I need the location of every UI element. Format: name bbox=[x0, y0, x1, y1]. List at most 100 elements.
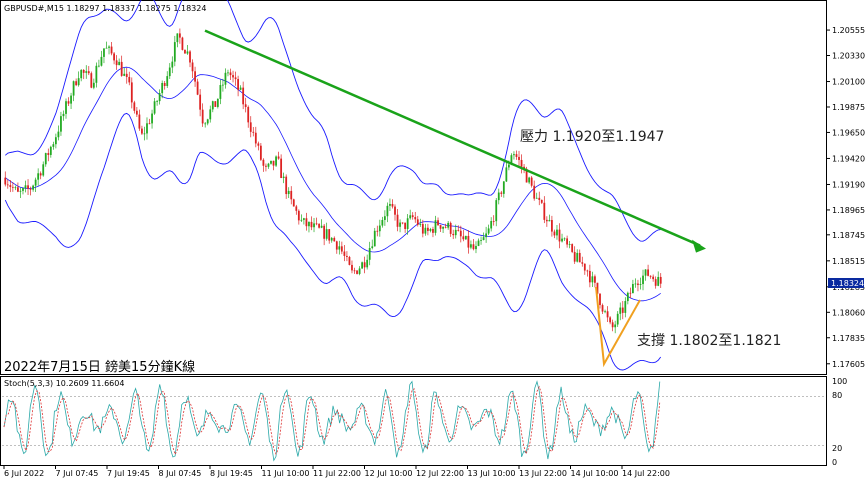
support-v-line bbox=[595, 286, 641, 368]
candle-body bbox=[123, 73, 126, 76]
candle-body bbox=[249, 122, 252, 132]
x-tick-label: 13 Jul 22:00 bbox=[519, 469, 567, 478]
candle-body bbox=[406, 218, 409, 229]
candle-body bbox=[639, 284, 642, 285]
candle-body bbox=[272, 160, 275, 166]
candle-body bbox=[558, 229, 561, 242]
candle-body bbox=[227, 72, 229, 74]
candle-body bbox=[606, 311, 609, 318]
x-tick-label: 12 Jul 10:00 bbox=[365, 469, 413, 478]
candle-body bbox=[376, 230, 379, 232]
candle-body bbox=[320, 225, 323, 228]
x-tick-label: 7 Jul 19:45 bbox=[107, 469, 150, 478]
candle-body bbox=[566, 238, 568, 245]
candle-body bbox=[439, 225, 442, 229]
y-tick-label: 1.19420 bbox=[832, 154, 865, 163]
candle-body bbox=[87, 71, 90, 74]
candle-body bbox=[90, 73, 93, 88]
candle-body bbox=[37, 173, 40, 180]
candle-body bbox=[457, 229, 460, 231]
candle-body bbox=[209, 109, 212, 120]
candle-body bbox=[163, 82, 166, 86]
y-tick-label: 1.18515 bbox=[832, 257, 865, 266]
y-tick-label: 1.19875 bbox=[832, 103, 865, 112]
candle-body bbox=[100, 56, 103, 66]
candle-body bbox=[9, 185, 12, 187]
x-tick-label: 6 Jul 2022 bbox=[4, 469, 44, 478]
candle-body bbox=[282, 176, 285, 178]
candle-body bbox=[191, 62, 194, 72]
candle-body bbox=[399, 222, 401, 227]
candle-body bbox=[6, 184, 9, 186]
candle-body bbox=[442, 226, 444, 229]
candle-body bbox=[629, 292, 632, 294]
candle-body bbox=[292, 199, 295, 207]
candle-body bbox=[475, 245, 477, 250]
lower-band bbox=[4, 112, 662, 371]
candle-body bbox=[652, 276, 655, 280]
candle-body bbox=[391, 203, 394, 207]
candle-body bbox=[166, 76, 169, 86]
candle-body bbox=[201, 109, 204, 124]
candle-body bbox=[424, 227, 427, 234]
candle-body bbox=[290, 190, 293, 200]
candle-body bbox=[490, 221, 493, 229]
candle-body bbox=[75, 81, 78, 86]
stoch-label: Stoch(5,3,3) 10.2609 11.6604 bbox=[4, 379, 124, 388]
candle-body bbox=[338, 246, 341, 250]
y-tick-label: 1.19190 bbox=[832, 180, 865, 189]
candle-body bbox=[295, 206, 298, 211]
stoch-k-line bbox=[3, 380, 661, 462]
candle-body bbox=[14, 187, 17, 189]
candle-body bbox=[80, 69, 83, 79]
candle-body bbox=[386, 205, 389, 217]
candle-body bbox=[601, 305, 604, 312]
candle-body bbox=[148, 123, 151, 125]
candle-body bbox=[353, 270, 356, 272]
candle-body bbox=[373, 230, 376, 247]
candle-body bbox=[229, 72, 232, 76]
candle-body bbox=[234, 77, 237, 80]
candle-body bbox=[356, 270, 358, 274]
chart-caption: 2022年7月15日 鎊美15分鐘K線 bbox=[4, 359, 195, 375]
candle-body bbox=[156, 101, 159, 102]
candle-body bbox=[237, 79, 239, 90]
candle-body bbox=[626, 292, 629, 302]
symbol-header: GBPUSD#,M15 1.18297 1.18337 1.18275 1.18… bbox=[4, 4, 206, 13]
candle-body bbox=[480, 240, 482, 241]
candle-body bbox=[444, 226, 447, 228]
candle-body bbox=[472, 244, 475, 250]
candle-body bbox=[462, 236, 465, 240]
candle-body bbox=[219, 85, 222, 99]
candle-body bbox=[401, 222, 404, 224]
candle-body bbox=[647, 269, 649, 276]
support-label: 支撐 1.1802至1.1821 bbox=[637, 333, 781, 349]
candle-body bbox=[543, 202, 546, 220]
x-tick-label: 13 Jul 10:00 bbox=[468, 469, 516, 478]
x-tick-label: 11 Jul 10:00 bbox=[262, 469, 310, 478]
candle-body bbox=[429, 229, 432, 231]
candle-body bbox=[588, 270, 591, 283]
candle-body bbox=[581, 262, 584, 264]
candle-body bbox=[17, 187, 19, 192]
candle-body bbox=[297, 210, 300, 221]
candle-body bbox=[551, 220, 553, 232]
candle-body bbox=[232, 75, 234, 78]
candle-body bbox=[11, 186, 14, 188]
candle-body bbox=[196, 81, 199, 95]
candle-body bbox=[125, 73, 128, 77]
candle-body bbox=[176, 33, 179, 43]
candle-body bbox=[515, 154, 518, 157]
support-lines bbox=[595, 286, 641, 368]
candle-body bbox=[578, 252, 581, 263]
candle-body bbox=[642, 275, 644, 285]
x-tick-label: 7 Jul 07:45 bbox=[56, 469, 99, 478]
candle-body bbox=[535, 197, 538, 199]
candle-body bbox=[67, 101, 70, 104]
candle-body bbox=[120, 61, 123, 76]
candle-body bbox=[141, 128, 143, 134]
candle-body bbox=[146, 123, 148, 134]
bollinger-bands bbox=[4, 0, 662, 371]
candle-body bbox=[330, 237, 333, 241]
